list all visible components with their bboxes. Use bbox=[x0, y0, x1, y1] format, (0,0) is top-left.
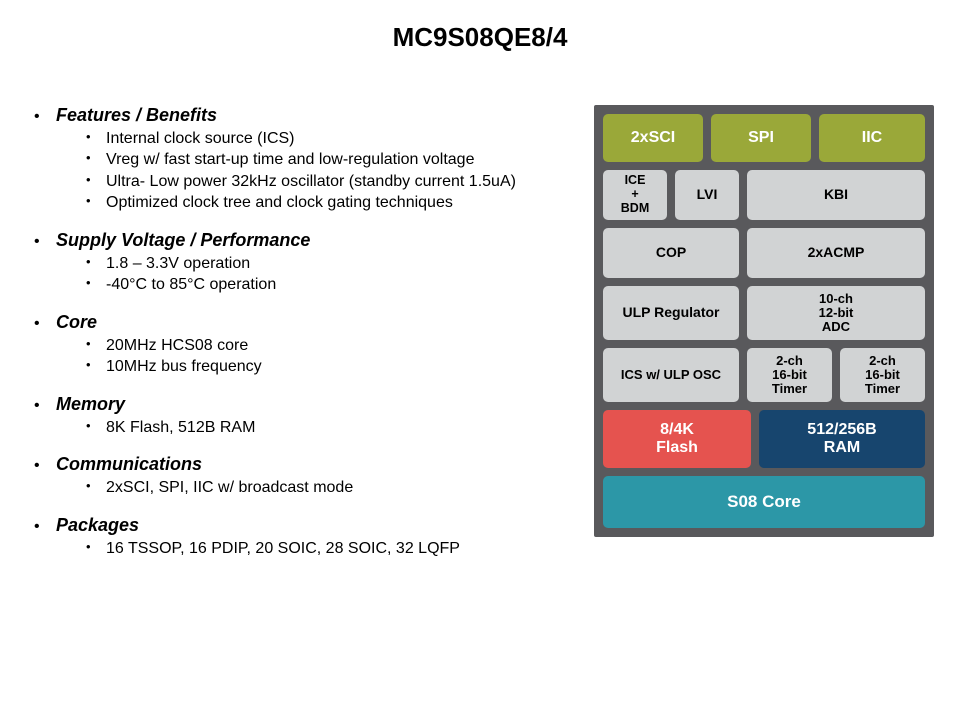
list-item: Optimized clock tree and clock gating te… bbox=[86, 193, 584, 213]
section-items: Internal clock source (ICS)Vreg w/ fast … bbox=[34, 129, 584, 214]
diagram-row-memory: 8/4K Flash 512/256B RAM bbox=[603, 410, 925, 468]
section-items: 1.8 – 3.3V operation-40°C to 85°C operat… bbox=[34, 254, 584, 296]
page-title: MC9S08QE8/4 bbox=[0, 0, 960, 53]
list-item: 20MHz HCS08 core bbox=[86, 336, 584, 356]
block-ram: 512/256B RAM bbox=[759, 410, 925, 468]
section-items: 8K Flash, 512B RAM bbox=[34, 418, 584, 438]
diagram-column: 2xSCI SPI IIC ICE + BDM LVI KBI COP 2xAC… bbox=[594, 105, 934, 575]
section-items: 2xSCI, SPI, IIC w/ broadcast mode bbox=[34, 478, 584, 498]
section-heading: Supply Voltage / Performance bbox=[56, 230, 310, 251]
block-adc: 10-ch 12-bit ADC bbox=[747, 286, 925, 340]
bullet-icon: • bbox=[34, 315, 56, 333]
section-heading: Communications bbox=[56, 454, 202, 475]
block-ice-bdm: ICE + BDM bbox=[603, 170, 667, 220]
section-heading: Core bbox=[56, 312, 97, 333]
feature-section: •Supply Voltage / Performance 1.8 – 3.3V … bbox=[34, 230, 584, 296]
bullet-icon: • bbox=[34, 233, 56, 251]
block-kbi: KBI bbox=[747, 170, 925, 220]
block-lvi: LVI bbox=[675, 170, 739, 220]
block-2xsci: 2xSCI bbox=[603, 114, 703, 162]
section-items: 20MHz HCS08 core10MHz bus frequency bbox=[34, 336, 584, 378]
section-heading: Memory bbox=[56, 394, 125, 415]
bullet-icon: • bbox=[34, 457, 56, 475]
list-item: 1.8 – 3.3V operation bbox=[86, 254, 584, 274]
bullet-icon: • bbox=[34, 108, 56, 126]
block-spi: SPI bbox=[711, 114, 811, 162]
block-ics: ICS w/ ULP OSC bbox=[603, 348, 739, 402]
section-heading-row: •Features / Benefits bbox=[34, 105, 584, 126]
section-heading-row: •Communications bbox=[34, 454, 584, 475]
list-item: 2xSCI, SPI, IIC w/ broadcast mode bbox=[86, 478, 584, 498]
diagram-row-ics: ICS w/ ULP OSC 2-ch 16-bit Timer 2-ch 16… bbox=[603, 348, 925, 402]
list-item: 16 TSSOP, 16 PDIP, 20 SOIC, 28 SOIC, 32 … bbox=[86, 539, 584, 559]
list-item: Vreg w/ fast start-up time and low-regul… bbox=[86, 150, 584, 170]
list-item: 8K Flash, 512B RAM bbox=[86, 418, 584, 438]
list-item: Internal clock source (ICS) bbox=[86, 129, 584, 149]
diagram-row-cop: COP 2xACMP bbox=[603, 228, 925, 278]
list-item: Ultra- Low power 32kHz oscillator (stand… bbox=[86, 172, 584, 192]
block-s08-core: S08 Core bbox=[603, 476, 925, 528]
section-heading-row: •Core bbox=[34, 312, 584, 333]
block-diagram: 2xSCI SPI IIC ICE + BDM LVI KBI COP 2xAC… bbox=[594, 105, 934, 537]
block-cop: COP bbox=[603, 228, 739, 278]
bullet-icon: • bbox=[34, 518, 56, 536]
section-heading-row: •Packages bbox=[34, 515, 584, 536]
block-timer-1: 2-ch 16-bit Timer bbox=[747, 348, 832, 402]
features-column: •Features / BenefitsInternal clock sourc… bbox=[34, 105, 594, 575]
content-area: •Features / BenefitsInternal clock sourc… bbox=[0, 105, 960, 575]
diagram-row-debug: ICE + BDM LVI KBI bbox=[603, 170, 925, 220]
section-items: 16 TSSOP, 16 PDIP, 20 SOIC, 28 SOIC, 32 … bbox=[34, 539, 584, 559]
section-heading-row: •Supply Voltage / Performance bbox=[34, 230, 584, 251]
section-heading-row: •Memory bbox=[34, 394, 584, 415]
list-item: 10MHz bus frequency bbox=[86, 357, 584, 377]
block-timer-2: 2-ch 16-bit Timer bbox=[840, 348, 925, 402]
section-heading: Packages bbox=[56, 515, 139, 536]
feature-section: •Core 20MHz HCS08 core10MHz bus frequency bbox=[34, 312, 584, 378]
block-flash: 8/4K Flash bbox=[603, 410, 751, 468]
block-2xacmp: 2xACMP bbox=[747, 228, 925, 278]
diagram-row-reg: ULP Regulator 10-ch 12-bit ADC bbox=[603, 286, 925, 340]
bullet-icon: • bbox=[34, 397, 56, 415]
block-ulp-regulator: ULP Regulator bbox=[603, 286, 739, 340]
list-item: -40°C to 85°C operation bbox=[86, 275, 584, 295]
diagram-row-comm: 2xSCI SPI IIC bbox=[603, 114, 925, 162]
feature-section: •Communications 2xSCI, SPI, IIC w/ broadc… bbox=[34, 454, 584, 498]
diagram-row-core: S08 Core bbox=[603, 476, 925, 528]
block-iic: IIC bbox=[819, 114, 925, 162]
section-heading: Features / Benefits bbox=[56, 105, 217, 126]
feature-section: •Features / Benefits Internal clock sourc… bbox=[34, 105, 584, 214]
feature-section: •Memory 8K Flash, 512B RAM bbox=[34, 394, 584, 438]
feature-section: •Packages 16 TSSOP, 16 PDIP, 20 SOIC, 28 … bbox=[34, 515, 584, 559]
